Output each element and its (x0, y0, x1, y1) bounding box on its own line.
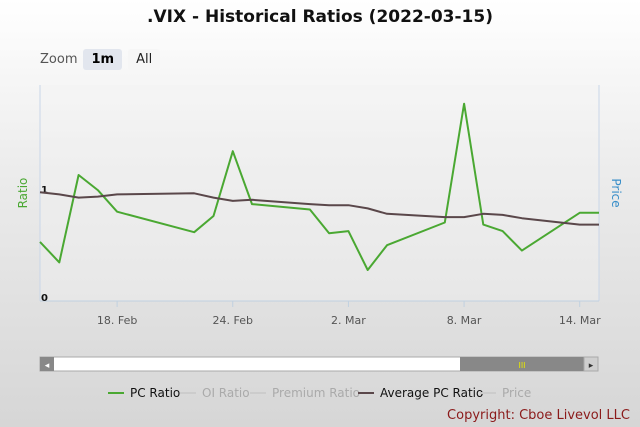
x-tick-label: 24. Feb (213, 314, 253, 327)
zoom-controls: Zoom 1m All (40, 47, 161, 71)
y2-axis-title: Price (609, 178, 623, 207)
legend-item[interactable]: OI Ratio (202, 386, 250, 400)
navigator-right-arrow-button[interactable] (583, 356, 599, 372)
legend-item[interactable]: PC Ratio (130, 386, 180, 400)
y-axis-title: Ratio (16, 178, 30, 209)
zoom-label: Zoom (40, 51, 78, 67)
y-tick-label: 0 (41, 293, 48, 304)
navigator-handle[interactable] (460, 357, 584, 371)
navigator-left-arrow-button[interactable] (40, 357, 54, 371)
copyright-text: Copyright: Cboe Livevol LLC (447, 408, 630, 423)
legend-item[interactable]: Premium Ratio (272, 386, 360, 400)
chevron-left-icon: ◂ (45, 361, 50, 371)
plot-area (40, 85, 599, 301)
chevron-right-icon: ▸ (589, 361, 594, 371)
x-tick-label: 8. Mar (447, 314, 482, 327)
legend-item[interactable]: Price (502, 386, 531, 400)
zoom-all-button[interactable]: All (128, 48, 161, 70)
chart-title: .VIX - Historical Ratios (2022-03-15) (147, 7, 493, 27)
x-tick-label: 18. Feb (97, 314, 137, 327)
grip-icon: III (518, 361, 525, 370)
pc-ratio-line[interactable] (39, 102, 599, 271)
average-pc-ratio-line[interactable] (39, 191, 599, 226)
x-tick-label: 14. Mar (559, 314, 601, 327)
x-tick-label: 2. Mar (331, 314, 366, 327)
y-tick-label: 1 (41, 185, 48, 196)
legend-item[interactable]: Average PC Ratio (380, 386, 483, 400)
zoom-1m-button[interactable]: 1m (83, 48, 123, 70)
